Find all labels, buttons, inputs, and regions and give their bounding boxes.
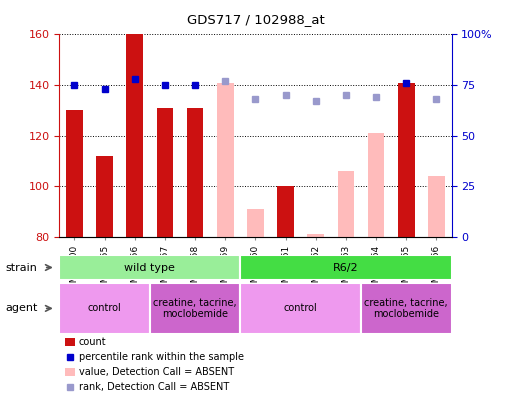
Bar: [59, 283, 150, 334]
Bar: [240, 255, 452, 280]
Bar: [126, 34, 143, 237]
Text: strain: strain: [5, 262, 37, 273]
Bar: [150, 283, 240, 334]
Bar: [247, 209, 264, 237]
Bar: [428, 176, 445, 237]
Text: creatine, tacrine,
moclobemide: creatine, tacrine, moclobemide: [364, 298, 448, 319]
Text: creatine, tacrine,
moclobemide: creatine, tacrine, moclobemide: [153, 298, 237, 319]
Bar: [96, 156, 113, 237]
Bar: [217, 83, 234, 237]
Text: agent: agent: [5, 303, 38, 313]
Text: GDS717 / 102988_at: GDS717 / 102988_at: [187, 13, 324, 26]
Bar: [308, 234, 324, 237]
Bar: [398, 83, 414, 237]
Text: R6/2: R6/2: [333, 262, 359, 273]
Bar: [187, 108, 203, 237]
Bar: [157, 108, 173, 237]
Bar: [66, 111, 83, 237]
Text: percentile rank within the sample: percentile rank within the sample: [79, 352, 244, 362]
Text: control: control: [88, 303, 121, 313]
Text: control: control: [284, 303, 317, 313]
Bar: [368, 133, 384, 237]
Bar: [277, 186, 294, 237]
Text: wild type: wild type: [124, 262, 175, 273]
Text: count: count: [79, 337, 107, 347]
Bar: [59, 255, 240, 280]
Bar: [337, 171, 354, 237]
Text: rank, Detection Call = ABSENT: rank, Detection Call = ABSENT: [79, 382, 229, 392]
Text: value, Detection Call = ABSENT: value, Detection Call = ABSENT: [79, 367, 234, 377]
Bar: [240, 283, 361, 334]
Bar: [64, 368, 75, 376]
Bar: [64, 338, 75, 346]
Bar: [361, 283, 452, 334]
